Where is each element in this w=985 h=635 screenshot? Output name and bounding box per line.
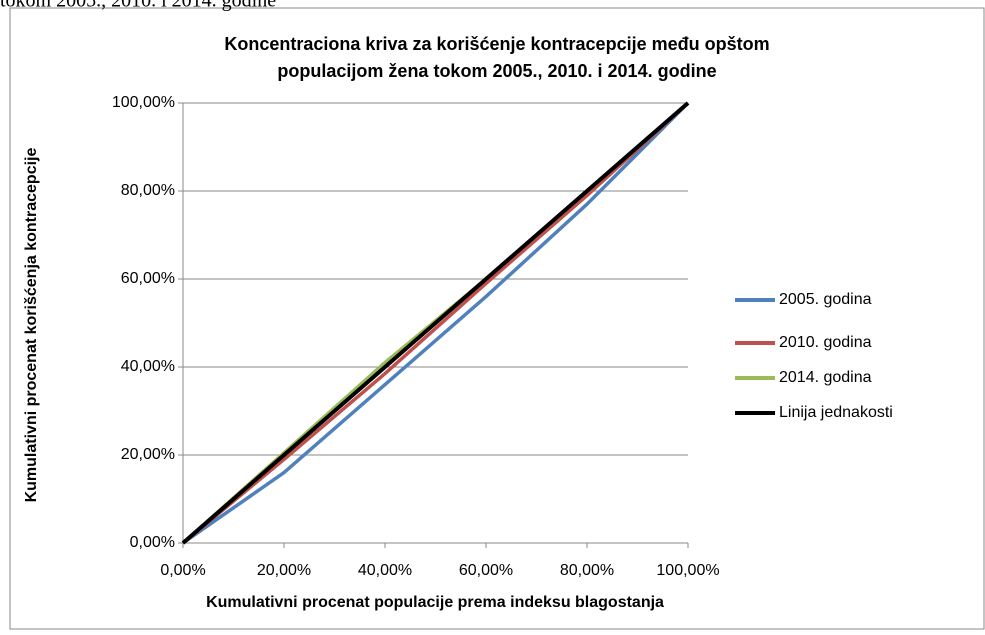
chart-frame [9, 7, 985, 630]
series-line [181, 101, 690, 545]
caption: tokom 2005., 2010. i 2014. godine [0, 0, 276, 12]
chart-title: Koncentraciona kriva za korišćenje kontr… [224, 34, 769, 54]
y-tick-label: 0,00% [130, 534, 175, 551]
x-tick-label: 40,00% [358, 562, 412, 579]
series-line [181, 101, 690, 545]
x-tick-label: 80,00% [560, 562, 614, 579]
legend-label: 2010. godina [779, 334, 872, 351]
x-tick-label: 100,00% [656, 562, 719, 579]
y-tick-label: 60,00% [121, 270, 175, 287]
x-tick-label: 60,00% [459, 562, 513, 579]
x-tick-label: 0,00% [160, 562, 205, 579]
y-axis-label: Kumulativni procenat korišćenja kontrace… [23, 148, 40, 503]
y-tick-label: 40,00% [121, 358, 175, 375]
legend-label: Linija jednakosti [779, 404, 893, 421]
y-tick-label: 80,00% [121, 182, 175, 199]
x-tick-label: 20,00% [257, 562, 311, 579]
x-axis-label: Kumulativni procenat populacije prema in… [206, 594, 664, 611]
legend-label: 2014. godina [779, 369, 872, 386]
y-tick-label: 100,00% [112, 94, 175, 111]
chart-title: populacijom žena tokom 2005., 2010. i 20… [277, 61, 716, 81]
y-tick-label: 20,00% [121, 446, 175, 463]
series-line [181, 101, 690, 545]
legend-label: 2005. godina [779, 291, 872, 308]
